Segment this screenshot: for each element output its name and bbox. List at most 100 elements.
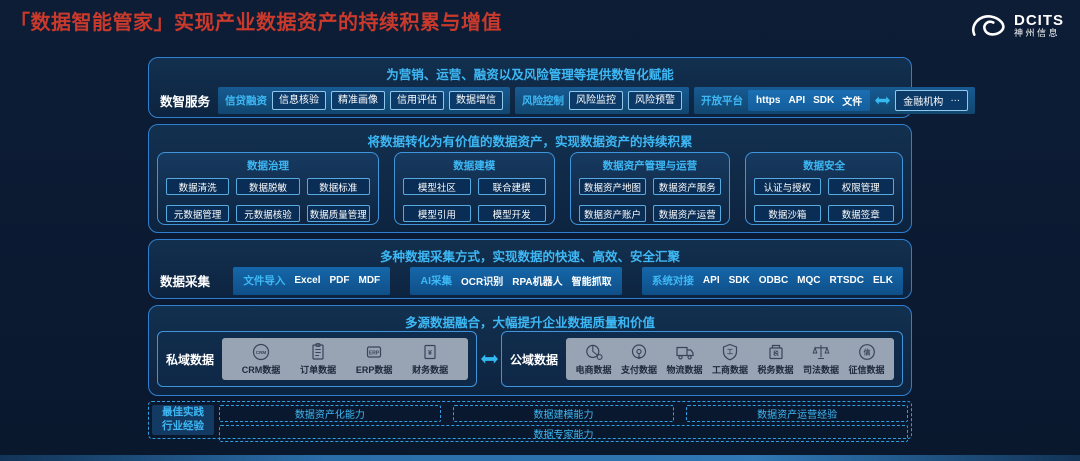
- channel-item: API: [788, 95, 806, 106]
- credit-item-button[interactable]: 数据增信: [449, 91, 504, 110]
- capability-chip[interactable]: 数据标准: [306, 178, 370, 195]
- credit-item-button[interactable]: 信用评估: [390, 91, 445, 110]
- exchange-arrow: [480, 331, 498, 387]
- modeling-title: 数据建模: [453, 160, 496, 172]
- channel-item: SDK: [813, 95, 835, 106]
- smart-services-header: 为营销、运营、融资以及风险管理等提供数智化赋能: [386, 68, 674, 82]
- public-data-item: 电商数据: [576, 342, 612, 376]
- ai-collect-group: AI采集 OCR识别 RPA机器人 智能抓取: [410, 266, 622, 295]
- modeling-box: 数据建模 模型社区 联合建模 模型引用 模型开发: [393, 152, 555, 225]
- public-data-item: 物流数据: [667, 342, 703, 376]
- capability-chip[interactable]: 数据资产地图: [578, 178, 647, 195]
- capability-chip[interactable]: 权限管理: [827, 178, 894, 195]
- credit-item-button[interactable]: 精准画像: [331, 91, 386, 110]
- band-data-collection: 多种数据采集方式，实现数据的快速、高效、安全汇聚 数据采集 文件导入 Excel…: [148, 239, 912, 299]
- page-title: 「数据智能管家」实现产业数据资产的持续积累与增值: [10, 12, 502, 34]
- business-registry-icon: 工: [722, 343, 738, 361]
- crm-icon: CRM: [252, 343, 270, 361]
- data-collection-header: 多种数据采集方式，实现数据的快速、高效、安全汇聚: [379, 250, 680, 264]
- public-data-item: 税 税务数据: [758, 342, 794, 376]
- data-fusion-header: 多源数据融合，大幅提升企业数据质量和价值: [404, 316, 655, 330]
- capability-chip[interactable]: 元数据核验: [236, 205, 300, 222]
- asset-ops-box: 数据资产管理与运营 数据资产地图 数据资产服务 数据资产账户 数据资产运营: [569, 152, 731, 225]
- private-data-item: CRM CRM数据: [242, 342, 280, 376]
- public-data-item: 信 征信数据: [849, 342, 885, 376]
- capability-chip[interactable]: 模型引用: [402, 205, 471, 222]
- band-smart-services: 为营销、运营、融资以及风险管理等提供数智化赋能 数智服务 信贷融资 信息核验 精…: [148, 57, 976, 118]
- risk-item-button[interactable]: 风险监控: [569, 91, 624, 110]
- svg-text:税: 税: [773, 349, 779, 357]
- risk-control-label: 风险控制: [522, 95, 565, 107]
- partner-label: 金融机构: [903, 97, 944, 108]
- credit-item-button[interactable]: 信息核验: [272, 91, 327, 110]
- partner-box: 金融机构 …: [895, 90, 969, 111]
- exchange-arrow-icon: [480, 354, 498, 364]
- security-box: 数据安全 认证与授权 权限管理 数据沙箱 数据签章: [745, 152, 903, 225]
- best-practice-line2: 行业经验: [162, 420, 204, 432]
- svg-text:ERP: ERP: [369, 350, 380, 356]
- system-connect-label: 系统对接: [651, 275, 694, 287]
- private-data-panel: CRM CRM数据 订单数据 ERP ERP数据 ¥ 财务数据: [222, 338, 468, 380]
- collect-item: 智能抓取: [571, 277, 612, 288]
- practice-cell-wide: 数据专家能力: [219, 425, 908, 442]
- capability-chip[interactable]: 模型社区: [402, 178, 471, 195]
- collect-item: ELK: [872, 275, 893, 286]
- judicial-icon: [812, 345, 830, 360]
- collect-item: MDF: [358, 275, 381, 286]
- collect-item: ODBC: [758, 275, 789, 286]
- practice-cell: 数据资产运营经验: [686, 405, 909, 422]
- file-import-group: 文件导入 Excel PDF MDF: [233, 266, 391, 295]
- practice-cell: 数据资产化能力: [219, 405, 441, 422]
- capability-chip[interactable]: 元数据管理: [166, 205, 230, 222]
- capability-chip[interactable]: 数据脱敏: [236, 178, 300, 195]
- capability-chip[interactable]: 数据资产账户: [578, 205, 647, 222]
- collect-item: RPA机器人: [512, 277, 563, 288]
- practice-cell: 数据建模能力: [452, 405, 675, 422]
- private-data-box: 私域数据 CRM CRM数据 订单数据 ERP ERP数据 ¥ 财务数据: [157, 331, 477, 387]
- capability-chip[interactable]: 数据资产服务: [653, 178, 722, 195]
- band-data-fusion: 多源数据融合，大幅提升企业数据质量和价值 私域数据 CRM CRM数据 订单数据…: [148, 305, 912, 396]
- channel-item: https: [756, 95, 781, 106]
- band-best-practice: 最佳实践 行业经验 数据资产化能力 数据建模能力 数据资产运营经验 数据专家能力: [148, 401, 912, 442]
- best-practice-line1: 最佳实践: [162, 406, 204, 419]
- brand-company: 神州信息: [1014, 28, 1061, 39]
- capability-chip[interactable]: 数据资产运营: [653, 205, 722, 222]
- credit-icon: 信: [858, 344, 875, 360]
- risk-item-button[interactable]: 风险预警: [628, 91, 683, 110]
- public-data-item: 支付数据: [621, 342, 657, 376]
- asset-ops-title: 数据资产管理与运营: [602, 160, 698, 172]
- capability-chip[interactable]: 模型开发: [477, 205, 546, 222]
- private-data-label: 私域数据: [166, 352, 215, 367]
- capability-chip[interactable]: 认证与授权: [754, 178, 821, 195]
- logistics-icon: [675, 346, 694, 360]
- capability-chip[interactable]: 联合建模: [477, 178, 546, 195]
- svg-text:CRM: CRM: [256, 350, 267, 355]
- collect-item: RTSDC: [829, 275, 864, 286]
- collect-item: SDK: [728, 275, 750, 286]
- ai-collect-label: AI采集: [420, 275, 452, 287]
- public-data-box: 公域数据 电商数据 支付数据 物流数据 工 工商数据: [501, 331, 903, 387]
- governance-title: 数据治理: [246, 160, 289, 172]
- payment-icon: [631, 344, 647, 360]
- collect-item: PDF: [329, 275, 350, 286]
- erp-icon: ERP: [367, 346, 382, 358]
- capability-chip[interactable]: 数据签章: [827, 205, 894, 222]
- svg-text:信: 信: [863, 348, 870, 357]
- governance-box: 数据治理 数据清洗 数据脱敏 数据标准 元数据管理 元数据核验 数据质量管理: [157, 152, 379, 225]
- data-asset-header: 将数据转化为有价值的数据资产，实现数据资产的持续积累: [367, 135, 693, 149]
- platform-channels: https API SDK 文件: [748, 90, 871, 111]
- capability-chip[interactable]: 数据质量管理: [306, 205, 370, 222]
- collect-item: MQC: [797, 275, 821, 286]
- brand-logo: DCITS 神州信息: [970, 12, 1064, 40]
- capability-chip[interactable]: 数据清洗: [166, 178, 230, 195]
- band-data-asset: 将数据转化为有价值的数据资产，实现数据资产的持续积累 数据治理 数据清洗 数据脱…: [148, 124, 912, 233]
- smart-services-label: 数智服务: [160, 95, 211, 109]
- open-platform-label: 开放平台: [701, 95, 744, 107]
- svg-text:¥: ¥: [428, 350, 432, 357]
- private-data-item: 订单数据: [300, 342, 336, 376]
- order-icon: [312, 343, 324, 360]
- security-title: 数据安全: [803, 160, 846, 172]
- bottom-accent-bar: [0, 455, 1080, 461]
- credit-financing-group: 信贷融资 信息核验 精准画像 信用评估 数据增信: [218, 87, 511, 114]
- capability-chip[interactable]: 数据沙箱: [754, 205, 821, 222]
